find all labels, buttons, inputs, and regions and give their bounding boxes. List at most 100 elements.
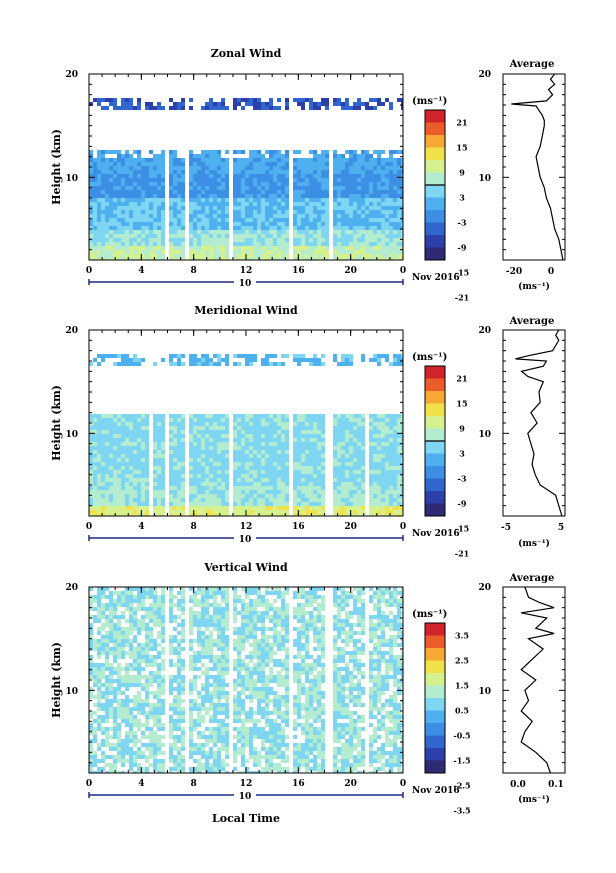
colorbar-tick-label: -9 xyxy=(458,499,467,509)
colorbar-tick-label: 3 xyxy=(459,449,465,459)
zonal-wind-heatmap xyxy=(89,98,403,260)
zonal-wind-title: Zonal Wind xyxy=(211,47,282,60)
hour-tick-label: 8 xyxy=(191,522,197,532)
x-axis-label: Local Time xyxy=(212,812,280,825)
vertical-ytick-20: 20 xyxy=(65,583,78,593)
meridional-ylabel: Height (km) xyxy=(50,385,63,461)
colorbar-tick-label: 2.5 xyxy=(455,656,469,666)
average-profile-line xyxy=(520,586,555,774)
zonal-colorbar: 21 15 9 3 -3 -9 -15 -21 xyxy=(424,109,469,303)
vertical-avg-xtick-0-1: 0.1 xyxy=(548,780,564,790)
meridional-avg-ytick-20: 20 xyxy=(478,326,491,336)
colorbar-tick-label: 3.5 xyxy=(455,631,469,641)
colorbar-tick-label: -3 xyxy=(458,218,467,228)
colorbar-tick-label: 9 xyxy=(459,424,465,434)
hour-tick-label: 0 xyxy=(86,779,92,789)
meridional-colorbar-unit: (ms⁻¹) xyxy=(412,352,447,363)
vertical-ytick-10: 10 xyxy=(65,687,78,697)
vertical-avg-xlabel: (ms⁻¹) xyxy=(518,794,550,805)
hour-tick-label: 8 xyxy=(191,266,197,276)
colorbar-tick-label: -0.5 xyxy=(453,731,470,741)
colorbar-tick-label: 15 xyxy=(456,399,467,409)
colorbar-tick-label: 1.5 xyxy=(455,681,469,691)
zonal-axes: 0 4 8 12 16 20 0 10 Nov 2016 xyxy=(86,73,460,289)
hour-tick-label: 0 xyxy=(400,779,406,789)
hour-tick-label: 16 xyxy=(292,779,305,789)
vertical-ylabel: Height (km) xyxy=(50,642,63,718)
zonal-avg-ytick-10: 10 xyxy=(478,174,491,184)
meridional-ytick-10: 10 xyxy=(65,430,78,440)
month-label: Nov 2016 xyxy=(412,786,460,796)
meridional-avg-xlabel: (ms⁻¹) xyxy=(518,538,550,549)
colorbar-tick-label: 15 xyxy=(456,143,467,153)
day-label: 10 xyxy=(239,535,252,545)
zonal-ytick-10: 10 xyxy=(65,174,78,184)
vertical-avg-ytick-20: 20 xyxy=(478,583,491,593)
hour-tick-label: 16 xyxy=(292,266,305,276)
meridional-average-frame xyxy=(502,329,566,517)
meridional-colorbar: 21 15 9 3 -3 -9 -15 -21 xyxy=(424,365,469,559)
hour-tick-label: 0 xyxy=(86,522,92,532)
day-label: 10 xyxy=(239,279,252,289)
colorbar-tick-label: 21 xyxy=(456,118,467,128)
hour-tick-label: 20 xyxy=(344,266,357,276)
colorbar-tick-label: 21 xyxy=(456,374,467,384)
zonal-average-title: Average xyxy=(509,59,555,70)
vertical-avg-ytick-10: 10 xyxy=(478,687,491,697)
vertical-average-profile xyxy=(503,586,565,774)
colorbar-tick-label: -3 xyxy=(458,474,467,484)
hour-tick-label: 4 xyxy=(138,266,144,276)
zonal-ytick-20: 20 xyxy=(65,70,78,80)
hour-tick-label: 16 xyxy=(292,522,305,532)
meridional-average-title: Average xyxy=(509,316,555,327)
hour-tick-label: 4 xyxy=(138,779,144,789)
zonal-avg-xtick-neg20: -20 xyxy=(506,267,522,277)
colorbar-tick-label: -3.5 xyxy=(453,806,470,816)
hour-tick-label: 20 xyxy=(344,522,357,532)
day-label: 10 xyxy=(239,792,252,802)
hour-tick-label: 8 xyxy=(191,779,197,789)
meridional-ytick-20: 20 xyxy=(65,326,78,336)
zonal-average-profile xyxy=(503,73,565,261)
zonal-avg-ytick-20: 20 xyxy=(478,70,491,80)
colorbar-tick-label: -9 xyxy=(458,243,467,253)
vertical-wind-heatmap xyxy=(89,587,403,773)
vertical-axes: 0 4 8 12 16 20 0 10 Nov 2016 xyxy=(86,586,460,802)
vertical-avg-xtick-0: 0.0 xyxy=(510,780,526,790)
meridional-avg-ytick-10: 10 xyxy=(478,430,491,440)
colorbar-tick-label: -1.5 xyxy=(453,756,470,766)
hour-tick-label: 0 xyxy=(400,266,406,276)
vertical-colorbar-unit: (ms⁻¹) xyxy=(412,609,447,620)
average-profile-line xyxy=(515,329,563,517)
colorbar-tick-label: -15 xyxy=(455,268,469,278)
vertical-colorbar: 3.5 2.5 1.5 0.5 -0.5 -1.5 -2.5 -3.5 xyxy=(424,622,471,816)
colorbar-tick-label: -2.5 xyxy=(453,781,470,791)
colorbar-tick-label: 0.5 xyxy=(455,706,469,716)
meridional-avg-xtick-neg5: -5 xyxy=(501,523,511,533)
hour-tick-label: 4 xyxy=(138,522,144,532)
meridional-average-profile xyxy=(503,329,565,517)
hour-tick-label: 0 xyxy=(400,522,406,532)
zonal-avg-xtick-0: 0 xyxy=(548,267,554,277)
colorbar-tick-label: -15 xyxy=(455,524,469,534)
month-label: Nov 2016 xyxy=(412,273,460,283)
hour-tick-label: 12 xyxy=(240,779,253,789)
meridional-axes: 0 4 8 12 16 20 0 10 Nov 2016 xyxy=(86,329,460,545)
meridional-wind-heatmap xyxy=(89,354,403,516)
hour-tick-label: 12 xyxy=(240,266,253,276)
colorbar-tick-label: 3 xyxy=(459,193,465,203)
colorbar-tick-label: -21 xyxy=(455,293,469,303)
hour-tick-label: 12 xyxy=(240,522,253,532)
colorbar-tick-label: 9 xyxy=(459,168,465,178)
vertical-average-title: Average xyxy=(509,573,555,584)
zonal-colorbar-unit: (ms⁻¹) xyxy=(412,96,447,107)
average-profile-line xyxy=(511,73,564,261)
zonal-ylabel: Height (km) xyxy=(50,129,63,205)
hour-tick-label: 20 xyxy=(344,779,357,789)
month-label: Nov 2016 xyxy=(412,529,460,539)
zonal-avg-xlabel: (ms⁻¹) xyxy=(518,281,550,292)
colorbar-tick-label: -21 xyxy=(455,549,469,559)
hour-tick-label: 0 xyxy=(86,266,92,276)
meridional-wind-title: Meridional Wind xyxy=(194,304,298,317)
